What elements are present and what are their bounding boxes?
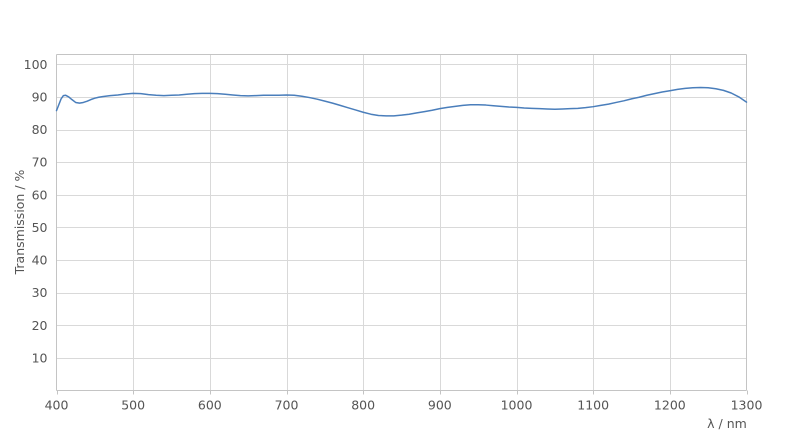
y-tick-label-70: 70 xyxy=(32,155,48,170)
x-tick-label-400: 400 xyxy=(45,398,69,413)
y-axis-title: Transmission / % xyxy=(12,169,27,275)
x-tick-label-900: 900 xyxy=(428,398,452,413)
y-gridlines xyxy=(56,64,747,359)
x-tick-label-800: 800 xyxy=(351,398,375,413)
y-tick-label-100: 100 xyxy=(24,57,48,72)
y-tick-label-90: 90 xyxy=(32,89,48,104)
x-tick-label-500: 500 xyxy=(121,398,145,413)
x-tick-label-1100: 1100 xyxy=(577,398,609,413)
x-tick-labels: 400 500 600 700 800 900 1000 1100 1200 1300 xyxy=(45,398,763,413)
x-tick-label-600: 600 xyxy=(198,398,222,413)
y-tick-label-50: 50 xyxy=(32,220,48,235)
y-tick-labels: 10 20 30 40 50 60 70 80 90 100 xyxy=(24,57,48,366)
y-tick-label-30: 30 xyxy=(32,285,48,300)
x-tick-label-1300: 1300 xyxy=(731,398,763,413)
y-tick-label-60: 60 xyxy=(32,187,48,202)
series-line-transmission xyxy=(55,86,748,117)
x-axis-title: λ / nm xyxy=(707,416,747,431)
x-tick-label-700: 700 xyxy=(275,398,299,413)
y-tick-label-10: 10 xyxy=(32,350,48,365)
x-gridlines xyxy=(133,54,671,391)
y-tick-label-80: 80 xyxy=(32,122,48,137)
x-tick-label-1200: 1200 xyxy=(654,398,686,413)
x-tick-label-1000: 1000 xyxy=(501,398,533,413)
y-tick-label-40: 40 xyxy=(32,253,48,268)
data-series-group xyxy=(55,86,748,117)
y-tick-label-20: 20 xyxy=(32,318,48,333)
